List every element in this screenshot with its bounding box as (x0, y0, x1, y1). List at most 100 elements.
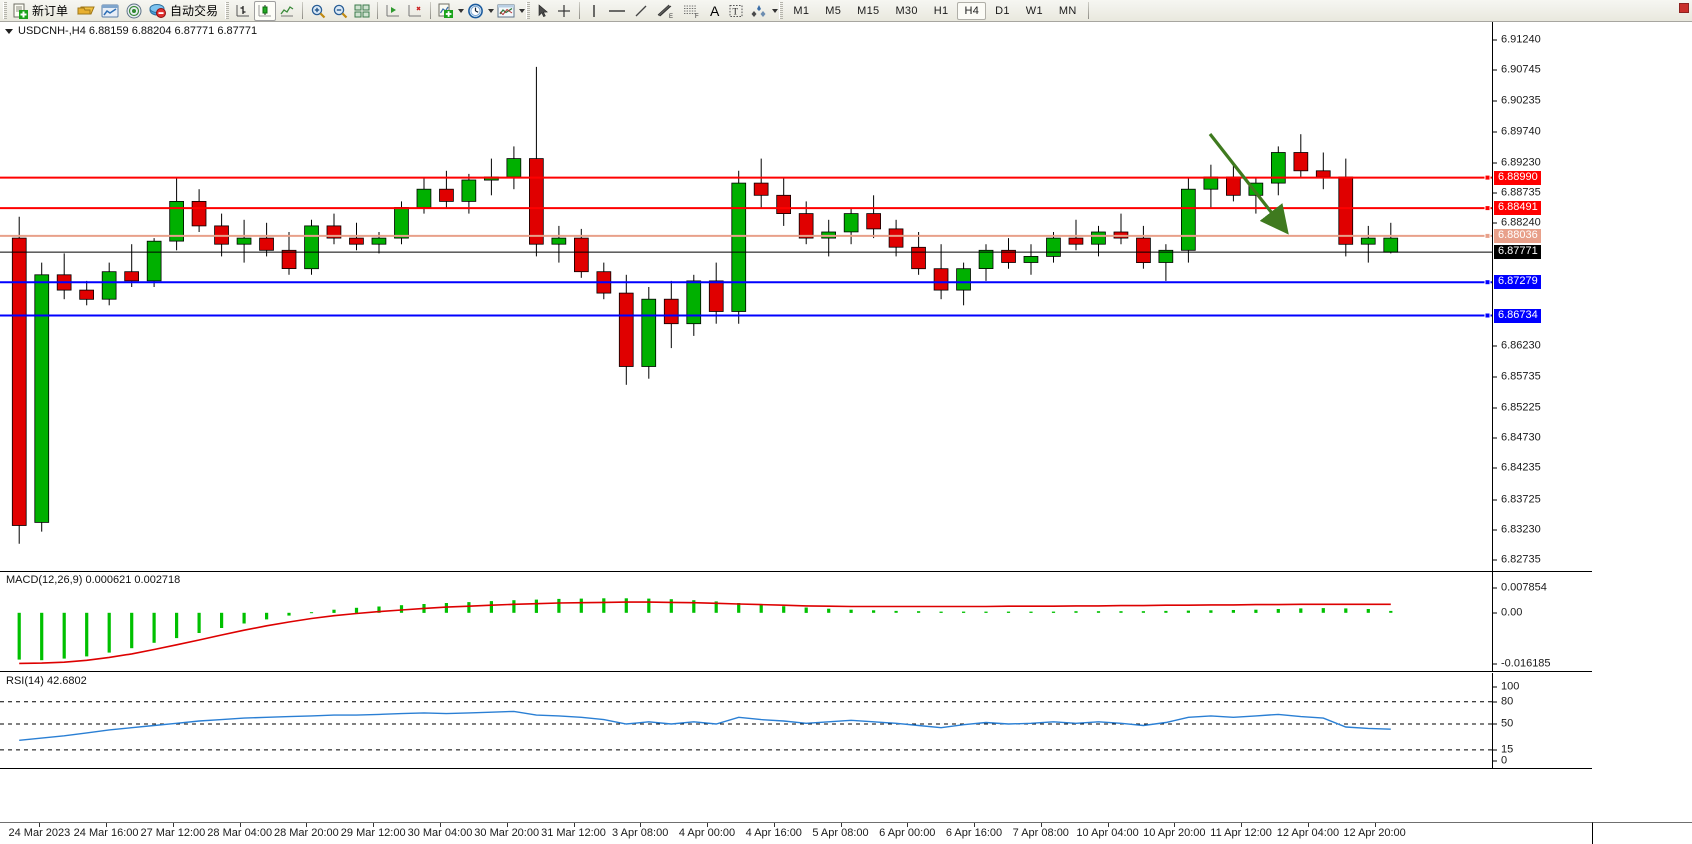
indicators-icon (438, 3, 454, 19)
rsi-panel[interactable]: RSI(14) 42.6802 100 80 50 15 0 (0, 673, 1592, 769)
price-level-chip[interactable]: 6.87771 (1494, 245, 1541, 260)
cursor-tool[interactable] (533, 1, 553, 21)
price-level-chip[interactable]: 6.88990 (1494, 170, 1541, 185)
rsi-axis[interactable]: 100 80 50 15 0 (1492, 673, 1592, 768)
tile-windows-button[interactable] (351, 1, 373, 21)
rsi-label: RSI(14) 42.6802 (6, 675, 87, 687)
price-tick: 6.82735 (1493, 554, 1541, 566)
time-label: 6 Apr 16:00 (945, 827, 1003, 839)
indicators-chevron-down-icon[interactable] (458, 8, 465, 13)
timeframe-h1[interactable]: H1 (933, 4, 949, 17)
down-arrow-annotation[interactable] (1200, 122, 1320, 252)
zoom-out-button[interactable] (329, 1, 351, 21)
price-tick: 6.88240 (1493, 217, 1541, 229)
trendline-icon (633, 3, 649, 19)
autotrading-button[interactable]: 自动交易 (146, 1, 224, 21)
indicators-button[interactable] (435, 1, 457, 21)
bar-chart-button[interactable] (232, 1, 254, 21)
text-label-icon: T (728, 3, 744, 19)
price-level-chip[interactable]: 6.88491 (1494, 201, 1541, 216)
new-order-button[interactable]: 新订单 (10, 1, 74, 21)
templates-chevron-down-icon[interactable] (519, 8, 526, 13)
timeframe-m30[interactable]: M30 (895, 4, 918, 17)
price-tick: 6.90745 (1493, 64, 1541, 76)
market-watch-icon (101, 3, 119, 19)
shapes-icon (750, 3, 768, 19)
timeframe-m1[interactable]: M1 (793, 4, 810, 17)
label-tool[interactable]: T (725, 1, 747, 21)
price-panel[interactable]: USDCNH-,H4 6.88159 6.88204 6.87771 6.877… (0, 22, 1592, 572)
trendline-tool[interactable] (630, 1, 652, 21)
new-order-label: 新订单 (32, 4, 69, 18)
shapes-chevron-down-icon[interactable] (772, 8, 779, 13)
vertical-line-tool[interactable] (584, 1, 604, 21)
expert-advisors-button[interactable] (74, 1, 98, 21)
toolbar-grip-3[interactable] (526, 2, 531, 19)
price-tick: 6.83230 (1493, 524, 1541, 535)
timeframe-mn[interactable]: MN (1058, 4, 1077, 17)
price-tick: 6.85735 (1493, 371, 1541, 382)
time-label: 10 Apr 04:00 (1076, 827, 1139, 839)
svg-text:E: E (669, 14, 673, 19)
periods-button[interactable] (464, 1, 487, 21)
price-level-chip[interactable]: 6.87279 (1494, 275, 1541, 290)
autotrading-label: 自动交易 (170, 4, 219, 18)
timeframe-d1[interactable]: D1 (995, 4, 1010, 17)
templates-icon (497, 3, 515, 19)
shapes-tool[interactable] (747, 1, 771, 21)
crosshair-tool[interactable] (553, 1, 575, 21)
rsi-tick: 80 (1493, 696, 1513, 707)
timeframe-m15[interactable]: M15 (857, 4, 880, 17)
macd-axis[interactable]: 0.007854 0.00 -0.016185 (1492, 572, 1592, 671)
chart-shift-button[interactable] (382, 1, 404, 21)
periods-chevron-down-icon[interactable] (488, 8, 495, 13)
text-tool[interactable]: A (704, 1, 725, 21)
time-label: 27 Mar 12:00 (140, 827, 206, 839)
time-label: 5 Apr 08:00 (812, 827, 869, 839)
rsi-tick: 50 (1493, 718, 1513, 730)
fibonacci-tool[interactable]: F (678, 1, 704, 21)
folder-icon (77, 3, 95, 19)
horizontal-line-tool[interactable] (604, 1, 630, 21)
toolbar-grip-4[interactable] (779, 2, 784, 19)
clock-icon (467, 3, 484, 19)
equidistant-channel-tool[interactable]: E (652, 1, 678, 21)
price-level-chip[interactable]: 6.86734 (1494, 308, 1541, 323)
toolbar-separator-2 (377, 2, 379, 19)
templates-button[interactable] (494, 1, 518, 21)
zoom-in-button[interactable] (307, 1, 329, 21)
toolbar-grip-2[interactable] (225, 2, 230, 19)
toolbar-grip-1[interactable] (3, 2, 7, 19)
line-chart-icon (279, 3, 295, 19)
chart-menu-chevron-down-icon[interactable] (5, 28, 13, 34)
price-level-chip[interactable]: 6.88036 (1494, 228, 1541, 243)
zoom-in-icon (310, 3, 326, 19)
macd-panel[interactable]: MACD(12,26,9) 0.000621 0.002718 0.007854… (0, 572, 1592, 672)
price-axis[interactable]: 6.91240 6.90745 6.90235 6.89740 6.89230 6.887… (1492, 22, 1592, 571)
auto-scroll-button[interactable] (404, 1, 426, 21)
axis-corner (1592, 822, 1692, 844)
timeframe-m5[interactable]: M5 (825, 4, 842, 17)
time-label: 12 Apr 20:00 (1343, 827, 1406, 839)
rsi-tick: 15 (1493, 744, 1513, 755)
chart-vertical-scroll[interactable] (1679, 3, 1689, 13)
time-label: 28 Mar 20:00 (273, 827, 339, 839)
data-window-button[interactable] (122, 1, 146, 21)
price-tick: 6.84730 (1493, 432, 1541, 444)
price-tick: 6.91240 (1493, 34, 1541, 46)
time-label: 7 Apr 08:00 (1012, 827, 1069, 839)
market-watch-button[interactable] (98, 1, 122, 21)
toolbar-separator-3 (430, 2, 432, 19)
time-axis[interactable]: 24 Mar 2023 24 Mar 16:00 27 Mar 12:00 28 Ma… (0, 822, 1592, 844)
vertical-line-icon (588, 3, 600, 19)
line-chart-button[interactable] (276, 1, 298, 21)
macd-label: MACD(12,26,9) 0.000621 0.002718 (6, 574, 181, 586)
toolbar-separator-4 (579, 2, 581, 19)
timeframe-h4[interactable]: H4 (957, 1, 987, 20)
svg-text:F: F (695, 14, 699, 19)
timeframe-w1[interactable]: W1 (1025, 4, 1043, 17)
candlestick-chart-button[interactable] (254, 0, 277, 21)
chart-container[interactable]: USDCNH-,H4 6.88159 6.88204 6.87771 6.877… (0, 3, 1692, 844)
macd-plot-svg (17, 598, 1393, 665)
